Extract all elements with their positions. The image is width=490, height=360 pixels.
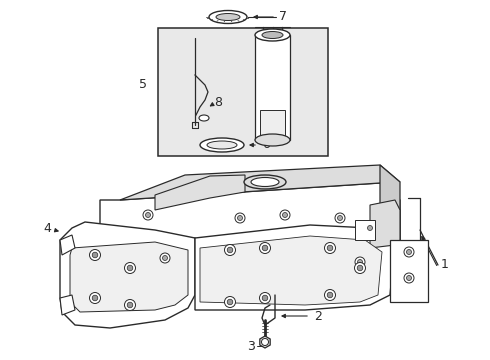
- Circle shape: [280, 210, 290, 220]
- Circle shape: [224, 297, 236, 307]
- Bar: [260, 110, 285, 138]
- Text: 6: 6: [262, 139, 270, 152]
- Polygon shape: [155, 175, 245, 210]
- Ellipse shape: [209, 10, 247, 23]
- Bar: [158, 28, 328, 156]
- Text: 5: 5: [139, 78, 147, 91]
- Bar: [355, 220, 375, 240]
- Circle shape: [355, 257, 365, 267]
- Circle shape: [260, 243, 270, 253]
- Circle shape: [127, 302, 133, 308]
- Circle shape: [124, 262, 136, 274]
- Text: 4: 4: [43, 221, 51, 234]
- Circle shape: [357, 265, 363, 271]
- Circle shape: [160, 253, 170, 263]
- Text: 8: 8: [214, 96, 222, 109]
- Circle shape: [335, 213, 345, 223]
- Circle shape: [283, 212, 288, 217]
- Circle shape: [90, 249, 100, 261]
- Bar: [255, 35, 290, 140]
- Polygon shape: [260, 336, 270, 348]
- Ellipse shape: [244, 175, 286, 189]
- Polygon shape: [60, 235, 75, 255]
- Polygon shape: [100, 183, 400, 278]
- Circle shape: [146, 212, 150, 217]
- Circle shape: [324, 289, 336, 301]
- Circle shape: [92, 295, 98, 301]
- Circle shape: [124, 300, 136, 310]
- Circle shape: [143, 210, 153, 220]
- Polygon shape: [70, 242, 188, 312]
- Circle shape: [224, 244, 236, 256]
- Ellipse shape: [255, 29, 290, 41]
- Circle shape: [238, 216, 243, 220]
- Circle shape: [262, 245, 268, 251]
- Circle shape: [404, 273, 414, 283]
- Circle shape: [227, 299, 233, 305]
- Circle shape: [262, 338, 269, 346]
- Circle shape: [358, 260, 363, 265]
- Ellipse shape: [262, 31, 283, 39]
- Circle shape: [235, 213, 245, 223]
- Polygon shape: [370, 200, 400, 248]
- Polygon shape: [120, 165, 400, 200]
- Circle shape: [327, 245, 333, 251]
- Text: 3: 3: [247, 339, 255, 352]
- Polygon shape: [200, 236, 382, 305]
- Circle shape: [338, 216, 343, 220]
- Circle shape: [368, 225, 372, 230]
- Polygon shape: [195, 225, 395, 310]
- Polygon shape: [60, 295, 75, 315]
- Ellipse shape: [255, 134, 290, 146]
- Circle shape: [127, 265, 133, 271]
- Circle shape: [354, 262, 366, 274]
- Ellipse shape: [199, 115, 209, 121]
- Circle shape: [262, 295, 268, 301]
- Ellipse shape: [200, 138, 244, 152]
- Circle shape: [327, 292, 333, 298]
- Text: 2: 2: [314, 310, 322, 323]
- Circle shape: [324, 243, 336, 253]
- Circle shape: [260, 292, 270, 303]
- Ellipse shape: [251, 177, 279, 186]
- Circle shape: [407, 249, 412, 255]
- Text: 7: 7: [279, 10, 287, 23]
- Circle shape: [404, 247, 414, 257]
- Polygon shape: [380, 165, 400, 278]
- Circle shape: [227, 247, 233, 253]
- Text: 1: 1: [441, 258, 449, 271]
- Ellipse shape: [207, 141, 237, 149]
- Circle shape: [92, 252, 98, 258]
- Bar: [390, 240, 428, 302]
- Ellipse shape: [216, 13, 240, 21]
- Circle shape: [90, 292, 100, 303]
- Circle shape: [407, 275, 412, 280]
- Polygon shape: [60, 222, 195, 328]
- Circle shape: [365, 223, 375, 233]
- Circle shape: [163, 256, 168, 261]
